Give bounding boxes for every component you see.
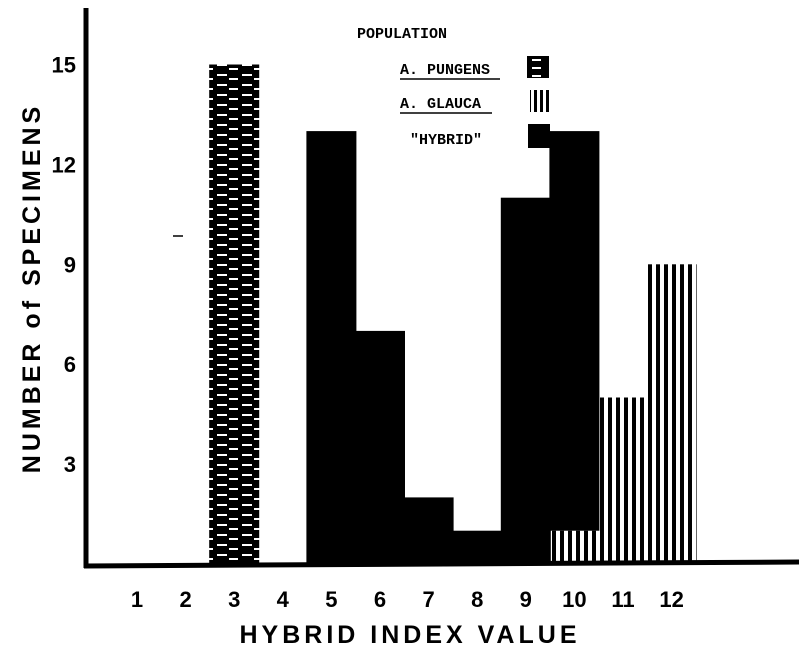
y-tick-label-9: 9 <box>64 252 76 277</box>
y-tick-label-15: 15 <box>52 53 76 78</box>
legend-label-a-glauca: A. GLAUCA <box>400 96 481 113</box>
x-tick-label-5: 5 <box>325 587 337 612</box>
y-axis-title: NUMBER of SPECIMENS <box>18 103 46 473</box>
x-tick-label-4: 4 <box>277 587 290 612</box>
legend: POPULATION A. PUNGENS A. GLAUCA "HYBRID" <box>357 26 550 149</box>
legend-swatch-a-glauca <box>530 90 550 112</box>
x-ticks: 1 2 3 4 5 6 7 8 9 10 11 12 <box>131 587 684 612</box>
bar-hybrid-9 <box>500 197 551 564</box>
bar-a-glauca-11 <box>598 397 648 564</box>
legend-label-a-pungens: A. PUNGENS <box>400 62 490 79</box>
bar-hybrid-6 <box>355 330 405 564</box>
x-tick-label-6: 6 <box>374 587 386 612</box>
x-tick-label-9: 9 <box>520 587 532 612</box>
bars <box>209 64 697 564</box>
bar-a-glauca-12 <box>646 264 697 564</box>
x-tick-label-10: 10 <box>562 587 586 612</box>
x-axis <box>83 559 799 569</box>
bar-hybrid-8 <box>452 530 503 564</box>
bar-hybrid-5 <box>306 131 357 564</box>
legend-label-hybrid: "HYBRID" <box>410 132 482 149</box>
legend-title: POPULATION <box>357 26 447 43</box>
bar-a-glauca-10 <box>549 530 600 564</box>
y-ticks: 3 6 9 12 15 <box>52 53 76 478</box>
x-tick-label-11: 11 <box>611 587 634 612</box>
bar-a-pungens-3 <box>209 64 260 564</box>
x-tick-label-3: 3 <box>228 587 240 612</box>
x-axis-title: HYBRID INDEX VALUE <box>239 621 580 649</box>
x-tick-label-12: 12 <box>659 587 683 612</box>
x-tick-label-7: 7 <box>422 587 434 612</box>
x-tick-label-1: 1 <box>131 587 143 612</box>
y-tick-label-3: 3 <box>64 452 76 477</box>
legend-swatch-a-pungens <box>527 56 549 78</box>
x-tick-label-8: 8 <box>471 587 483 612</box>
y-tick-label-6: 6 <box>64 352 76 377</box>
bar-hybrid-10 <box>549 131 600 531</box>
legend-swatch-hybrid <box>528 124 550 148</box>
y-tick-label-12: 12 <box>52 152 76 177</box>
x-tick-label-2: 2 <box>179 587 191 612</box>
bar-hybrid-7 <box>403 497 454 564</box>
